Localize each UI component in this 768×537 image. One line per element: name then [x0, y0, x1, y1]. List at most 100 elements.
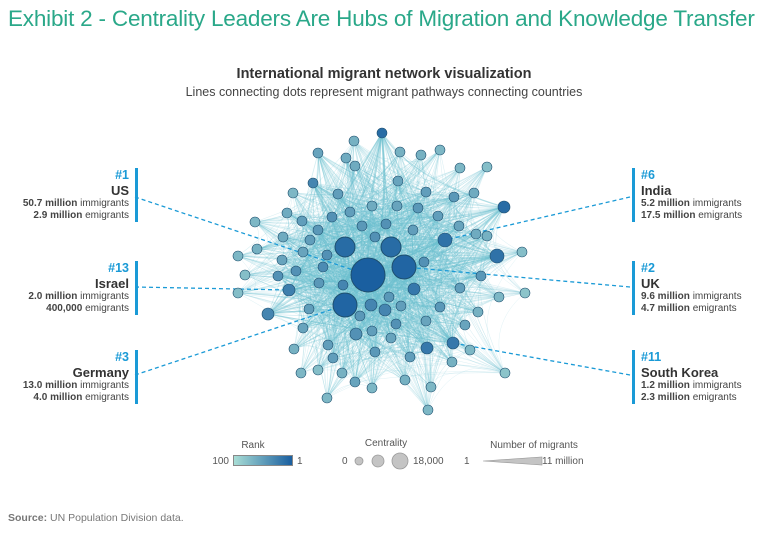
migrant-pathway	[371, 205, 429, 411]
migrant-pathway	[302, 166, 488, 253]
migrant-pathway	[354, 165, 505, 209]
migrant-pathway	[349, 154, 422, 213]
migrant-pathway	[385, 166, 488, 225]
country-node	[317, 261, 329, 273]
migrant-pathway	[237, 221, 268, 257]
migrant-pathway	[337, 193, 488, 238]
migrant-pathway	[318, 206, 505, 284]
migrant-pathway	[439, 324, 466, 363]
country-node	[475, 270, 487, 282]
migrant-pathway	[331, 216, 335, 359]
migrant-pathway	[301, 192, 475, 228]
migrant-pathway	[309, 191, 427, 241]
migrant-pathway	[302, 246, 392, 329]
migrant-pathway	[293, 233, 477, 350]
migrant-pathway	[288, 289, 453, 363]
callout-rank: #3	[115, 350, 129, 364]
migrant-pathway	[292, 180, 399, 198]
country-node	[326, 211, 338, 223]
country-node	[407, 224, 419, 236]
migrant-pathway	[295, 270, 329, 346]
migrant-pathway	[302, 312, 361, 329]
migrant-pathway	[267, 165, 356, 315]
migrant-pathway	[286, 212, 414, 231]
migrant-pathway	[317, 152, 498, 257]
callout-country: Germany	[72, 365, 129, 380]
migrant-pathway	[293, 336, 411, 358]
migrant-pathway	[282, 236, 328, 399]
country-node	[336, 367, 348, 379]
migrant-pathway	[371, 166, 488, 208]
migrant-pathway	[458, 225, 506, 374]
migrant-pathway	[390, 246, 454, 344]
country-node	[322, 339, 334, 351]
migrant-pathway	[411, 229, 432, 388]
country-node	[383, 291, 395, 303]
migrant-pathway	[286, 212, 335, 359]
migrant-pathway	[302, 235, 488, 329]
migrant-pathway	[288, 192, 308, 291]
migrant-pathway	[281, 165, 356, 261]
migrant-pathway	[417, 207, 432, 388]
immigrants-value: 2.0 million	[28, 291, 78, 302]
migrant-pathway	[317, 356, 453, 371]
country-node	[376, 127, 388, 139]
migrant-pathway	[400, 154, 422, 307]
migrant-pathway	[317, 152, 505, 208]
migrant-pathway	[437, 215, 523, 253]
migrant-pathway	[301, 220, 357, 335]
migrant-pathway	[466, 235, 498, 259]
migrant-pathway	[395, 205, 429, 411]
migrant-pathway	[390, 246, 406, 381]
migrant-pathway	[267, 239, 311, 315]
country-node	[470, 228, 482, 240]
migrant-pathway	[354, 239, 446, 383]
migrant-pathway	[423, 261, 453, 363]
source-label: Source:	[8, 512, 48, 524]
country-node	[519, 287, 531, 299]
country-node	[272, 270, 284, 282]
migrant-pathway	[385, 223, 479, 313]
country-node	[312, 364, 324, 376]
country-node	[290, 265, 302, 277]
migrant-pathway	[277, 275, 466, 326]
country-node	[297, 246, 309, 258]
migrant-pathway	[256, 165, 356, 250]
country-node	[369, 346, 381, 358]
migrant-pathway	[332, 346, 428, 359]
migrant-pathway	[256, 193, 339, 250]
migrant-pathway	[360, 132, 383, 227]
migrant-pathway	[326, 287, 461, 399]
migrant-pathway	[453, 196, 505, 218]
migrant-pathway	[295, 270, 319, 371]
migrant-pathway	[237, 255, 373, 389]
migrant-pathway	[300, 351, 506, 374]
migrant-pathway	[370, 300, 466, 326]
country-node	[434, 144, 446, 156]
country-node	[282, 283, 296, 297]
migrant-pathway	[327, 311, 479, 346]
migrant-pathway	[312, 182, 425, 263]
migrant-pathway	[312, 182, 386, 311]
migrant-pathway	[281, 259, 304, 329]
migrant-pathway	[354, 165, 461, 289]
migrant-pathway	[292, 192, 460, 227]
migrant-pathway	[309, 239, 411, 358]
migrant-pathway	[317, 229, 343, 374]
migrant-pathway	[427, 349, 471, 411]
immigrants-value: 50.7 million	[22, 198, 78, 209]
migrant-pathway	[349, 211, 453, 363]
migrant-pathway	[237, 284, 344, 295]
migrant-pathway	[293, 251, 316, 350]
country-node	[432, 210, 444, 222]
migrant-pathway	[281, 152, 319, 261]
migrant-pathway	[302, 132, 383, 253]
country-node	[425, 381, 437, 393]
migrant-pathway	[308, 239, 327, 310]
migrant-pathway	[327, 255, 498, 346]
country-node	[349, 160, 361, 172]
callout-rank: #13	[108, 261, 129, 275]
migrant-pathway	[322, 165, 356, 268]
callout-country: India	[641, 183, 672, 198]
country-node	[385, 332, 397, 344]
